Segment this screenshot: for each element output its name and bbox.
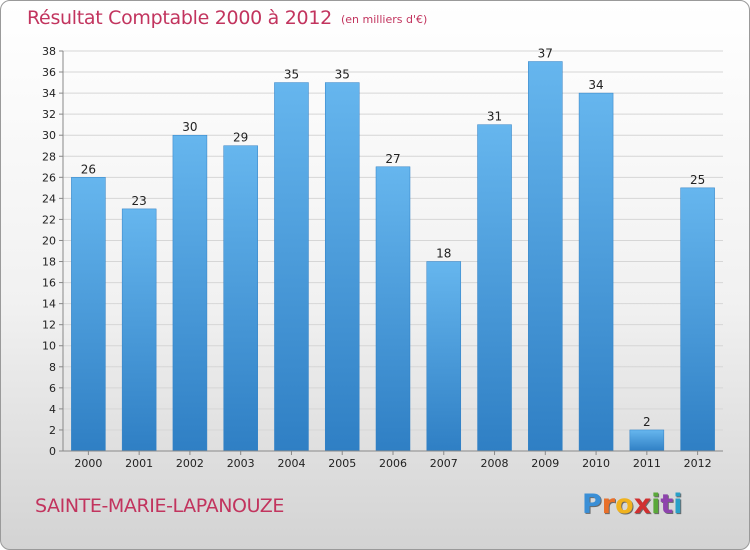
bar-2010 (578, 92, 614, 452)
logo-letter: r (601, 489, 616, 520)
data-label-2006: 27 (385, 152, 400, 166)
data-label-2003: 29 (233, 131, 248, 145)
x-tick-label-2008: 2008 (481, 457, 509, 470)
x-tick-label-2005: 2005 (328, 457, 356, 470)
bar-2008 (477, 124, 512, 452)
proxiti-logo: Proxiti (582, 489, 683, 520)
x-tick-label-2009: 2009 (531, 457, 559, 470)
x-tick-label-2003: 2003 (227, 457, 255, 470)
bars (71, 61, 715, 452)
y-tick-label: 20 (42, 234, 56, 247)
data-label-2004: 35 (284, 68, 299, 82)
y-tick-label: 24 (42, 192, 56, 205)
y-tick-label: 8 (49, 361, 56, 374)
data-label-2000: 26 (81, 162, 96, 176)
chart-title: Résultat Comptable 2000 à 2012 (27, 7, 332, 29)
data-label-2005: 35 (335, 68, 350, 82)
bar-2009 (528, 61, 563, 452)
x-tick-label-2000: 2000 (74, 457, 102, 470)
x-tick-label-2002: 2002 (176, 457, 204, 470)
y-tick-label: 16 (42, 277, 56, 290)
data-label-2009: 37 (538, 47, 553, 61)
logo-letter: o (615, 489, 634, 520)
bar-2006 (375, 166, 411, 452)
y-tick-label: 30 (42, 129, 56, 142)
bar-2004 (274, 82, 309, 452)
y-tick-label: 6 (49, 382, 56, 395)
x-tick-label-2010: 2010 (582, 457, 610, 470)
x-tick-label-2007: 2007 (430, 457, 458, 470)
x-tick-label-2012: 2012 (684, 457, 712, 470)
data-label-2007: 18 (436, 247, 451, 261)
y-tick-label: 4 (49, 403, 56, 416)
logo-letter: i (651, 489, 661, 520)
y-tick-label: 26 (42, 171, 56, 184)
y-tick-label: 10 (42, 340, 56, 353)
x-tick-label-2011: 2011 (633, 457, 661, 470)
y-tick-label: 34 (42, 87, 56, 100)
y-tick-label: 14 (42, 298, 56, 311)
bar-2005 (324, 82, 360, 452)
y-tick-label: 12 (42, 319, 56, 332)
x-tick-label-2006: 2006 (379, 457, 407, 470)
data-label-2011: 2 (643, 415, 651, 429)
city-name: SAINTE-MARIE-LAPANOUZE (35, 495, 284, 517)
y-tick-label: 18 (42, 256, 56, 269)
data-labels: 26 23 30 29 35 35 27 18 31 37 34 2 25 (81, 47, 706, 429)
data-label-2012: 25 (690, 173, 705, 187)
y-tick-label: 32 (42, 108, 56, 121)
y-tick-label: 28 (42, 150, 56, 163)
data-label-2001: 23 (132, 194, 147, 208)
chart-subtitle: (en milliers d'€) (341, 13, 428, 26)
data-label-2002: 30 (182, 120, 197, 134)
y-tick-label: 2 (49, 424, 56, 437)
logo-letter: x (633, 489, 652, 520)
y-tick-label: 0 (49, 445, 56, 458)
y-tick-label: 38 (42, 45, 56, 58)
bar-2000 (71, 177, 106, 452)
bar-2012 (680, 187, 715, 452)
bar-2003 (223, 145, 258, 452)
y-tick-label: 22 (42, 213, 56, 226)
bar-2007 (426, 261, 462, 452)
logo-letter: t (660, 489, 674, 520)
data-label-2008: 31 (487, 110, 502, 124)
x-tick-label-2001: 2001 (125, 457, 153, 470)
x-tick-label-2004: 2004 (277, 457, 305, 470)
y-tick-label: 36 (42, 66, 56, 79)
bar-2001 (121, 208, 157, 452)
data-label-2010: 34 (588, 78, 603, 92)
logo-letter: P (582, 489, 602, 520)
logo-letter: i (673, 489, 683, 520)
bar-2002 (172, 134, 208, 452)
bar-2011 (629, 429, 665, 452)
